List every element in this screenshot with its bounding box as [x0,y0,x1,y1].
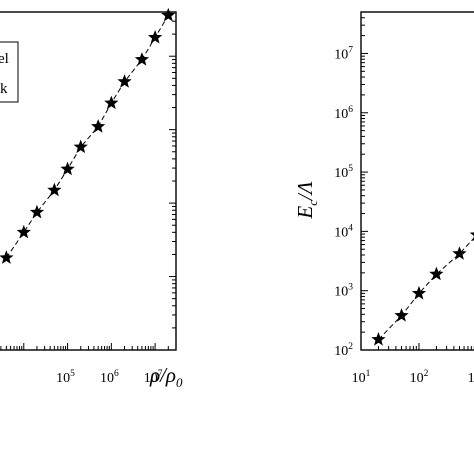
svg-text:Ec/Λ: Ec/Λ [293,181,320,219]
right-star-marker-6 [469,232,474,242]
right-y-axis-title-sub: c [305,200,320,206]
left-x-tick-label-3: 107 [144,369,163,386]
right-series-line [378,237,474,340]
right-y-ticks: 102 103 104 105 106 107 [334,45,353,359]
right-minor-ticks [360,11,474,351]
right-y-tick-label-2: 103 [334,283,353,300]
left-x-ticks: 105 106 107 [56,369,163,386]
right-y-axis-title-tail: /Λ [293,181,317,201]
right-y-tick-label-5: 106 [334,105,353,122]
right-plot-frame [360,11,474,351]
left-x-tick-label-1: 105 [56,369,75,386]
right-y-axis-title-text: E [293,206,317,220]
right-x-tick-label-3: 103 [468,369,474,386]
right-y-tick-label-1: 102 [334,342,353,359]
right-star-marker-3 [411,285,427,300]
right-y-axis-title: Ec/Λ [293,181,320,219]
left-star-marker-3 [29,204,45,219]
left-star-marker-10 [134,52,150,66]
left-minor-ticks [0,11,177,351]
legend-box [0,41,19,103]
left-x-tick-label-2: 106 [100,369,119,386]
right-star-marker-1 [371,332,386,346]
left-series-line [5,15,169,259]
left-star-marker-9 [117,74,132,88]
legend-entry-1: el [0,51,9,67]
right-x-tick-label-1: 101 [352,369,371,386]
left-star-marker-7 [91,119,106,133]
right-star-marker-2 [394,308,409,322]
left-plot-frame [0,11,177,351]
right-panel: 102 103 104 105 106 107 101 102 103 Ec/Λ [293,11,474,386]
left-panel: 105 106 107 el k ρ/ρ0 [0,7,183,390]
right-star-marker-4 [429,266,444,281]
right-star-marker-5 [452,246,467,260]
left-x-axis-title: ρ/ρ0 [149,363,183,390]
left-series [0,7,176,264]
left-star-marker-5 [60,161,75,176]
left-star-marker-8 [104,95,119,110]
left-star-marker-12 [161,7,176,22]
left-star-marker-11 [147,29,163,44]
left-star-marker-6 [73,139,88,154]
legend-entry-2: k [0,81,8,97]
right-x-ticks: 101 102 103 [352,369,474,386]
left-star-marker-1 [0,250,14,264]
right-y-tick-label-3: 104 [334,223,353,240]
left-x-axis-title-sub: 0 [176,375,183,390]
legend: el k [0,41,19,103]
svg-text:ρ/ρ0: ρ/ρ0 [149,363,183,390]
left-x-axis-title-text: ρ/ρ [149,363,176,387]
left-star-marker-2 [16,224,31,239]
right-y-tick-label-4: 105 [334,164,353,181]
right-y-tick-label-6: 107 [334,45,353,62]
right-series [371,232,474,346]
left-star-marker-4 [47,182,62,197]
right-x-tick-label-2: 102 [410,369,429,386]
